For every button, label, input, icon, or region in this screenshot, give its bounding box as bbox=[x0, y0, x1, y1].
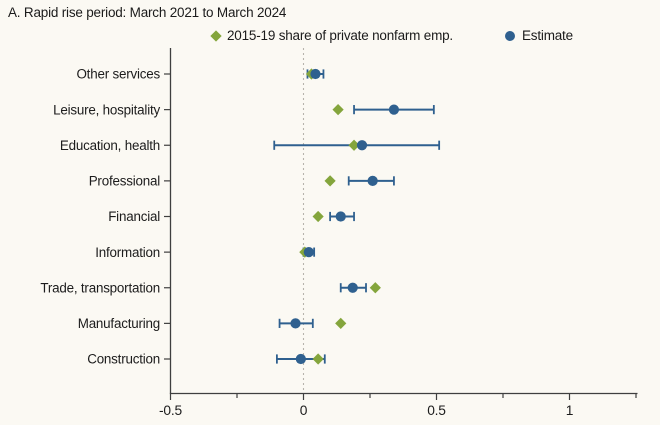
estimate-marker bbox=[388, 104, 400, 115]
data-row bbox=[332, 104, 435, 116]
data-row bbox=[273, 139, 441, 151]
share-marker bbox=[312, 210, 324, 223]
legend-item-estimate: Estimate bbox=[504, 28, 573, 43]
estimate-marker bbox=[290, 318, 301, 329]
estimate-marker bbox=[295, 353, 306, 365]
estimate-marker bbox=[335, 211, 346, 222]
share-marker bbox=[332, 104, 344, 116]
data-row bbox=[312, 210, 355, 223]
estimate-marker bbox=[367, 175, 378, 186]
estimate-marker bbox=[303, 247, 314, 258]
category-label: Education, health bbox=[60, 138, 160, 153]
share-marker bbox=[335, 317, 347, 329]
x-tick-label: 1 bbox=[566, 403, 573, 418]
category-label: Professional bbox=[89, 174, 161, 189]
circle-icon bbox=[504, 30, 515, 41]
data-row bbox=[324, 175, 395, 187]
data-row bbox=[278, 317, 347, 329]
category-label: Trade, transportation bbox=[40, 280, 160, 295]
category-label: Leisure, hospitality bbox=[53, 102, 160, 117]
data-row bbox=[305, 68, 325, 80]
x-tick-label: 0.5 bbox=[427, 403, 446, 418]
data-row bbox=[275, 353, 326, 365]
chart-legend: 2015-19 share of private nonfarm emp. Es… bbox=[210, 28, 573, 43]
share-marker bbox=[348, 139, 360, 151]
category-label: Construction bbox=[87, 352, 160, 367]
estimate-marker bbox=[347, 282, 358, 293]
x-tick-label: -0.5 bbox=[159, 403, 183, 418]
legend-item-share: 2015-19 share of private nonfarm emp. bbox=[210, 28, 453, 43]
category-label: Information bbox=[95, 245, 160, 260]
estimate-marker bbox=[356, 140, 368, 151]
share-marker bbox=[369, 282, 381, 294]
data-row bbox=[339, 282, 381, 294]
category-label: Manufacturing bbox=[78, 316, 160, 331]
x-tick-label: 0 bbox=[300, 403, 308, 418]
legend-label-share: 2015-19 share of private nonfarm emp. bbox=[227, 28, 453, 43]
chart-title: A. Rapid rise period: March 2021 to Marc… bbox=[8, 5, 287, 20]
category-label: Other services bbox=[76, 67, 160, 82]
legend-label-estimate: Estimate bbox=[521, 28, 573, 43]
data-row bbox=[299, 246, 316, 258]
share-marker bbox=[312, 353, 324, 365]
share-marker bbox=[324, 175, 336, 187]
estimate-marker bbox=[310, 68, 321, 80]
category-label: Financial bbox=[108, 209, 160, 224]
